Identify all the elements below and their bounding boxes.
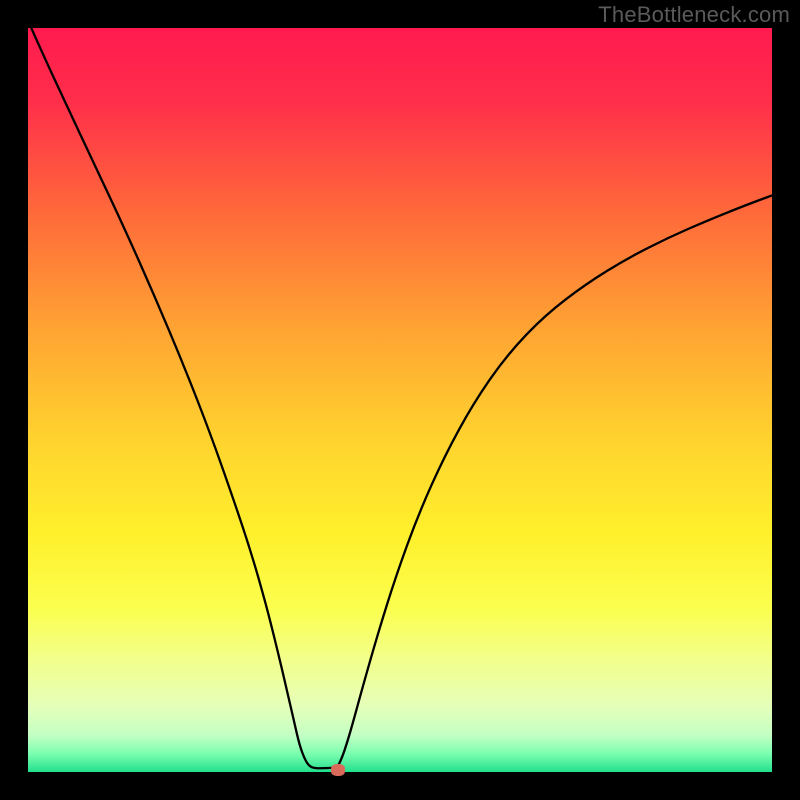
bottleneck-curve [28,28,772,772]
watermark-text: TheBottleneck.com [598,2,790,28]
minimum-marker [331,764,345,776]
plot-area [28,28,772,772]
curve-path [28,28,772,768]
